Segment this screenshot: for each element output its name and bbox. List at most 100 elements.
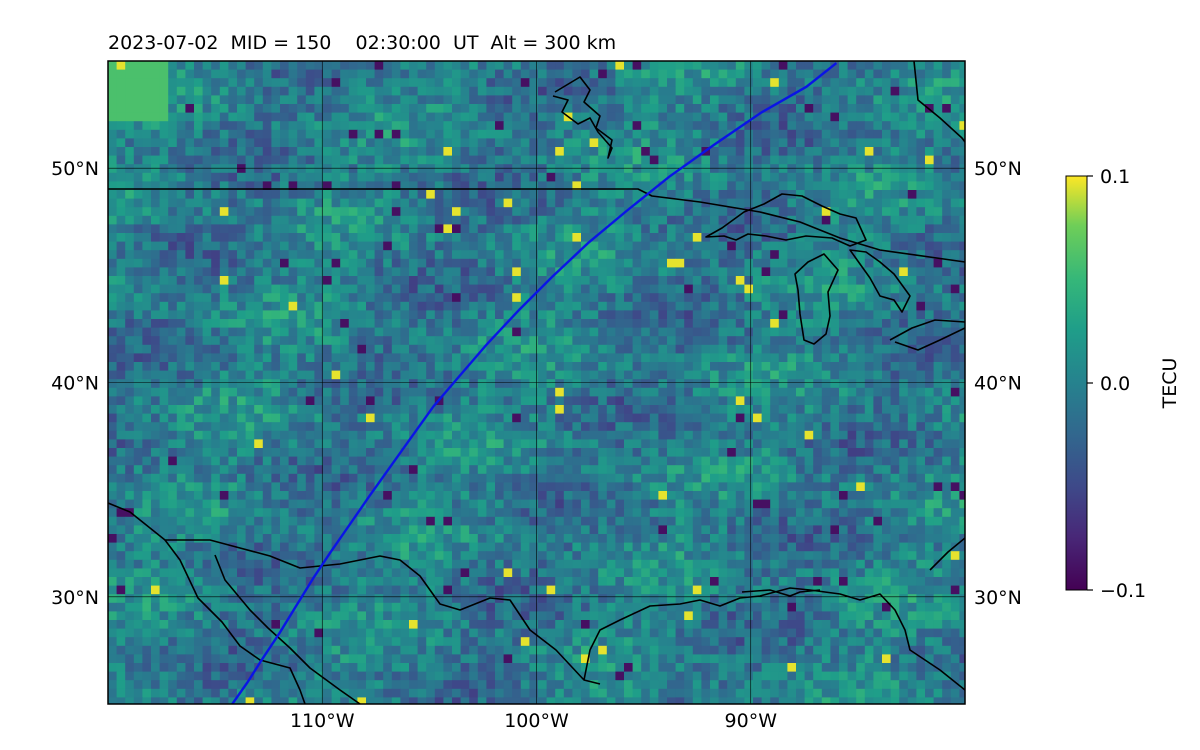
field-cell — [950, 353, 960, 363]
field-cell — [486, 387, 496, 397]
field-cell — [589, 448, 599, 457]
field-cell — [572, 215, 582, 225]
field-cell — [787, 422, 797, 432]
field-cell — [219, 250, 229, 260]
field-cell — [159, 224, 169, 234]
field-cell — [572, 448, 582, 457]
field-cell — [787, 121, 797, 131]
field-cell — [856, 362, 866, 371]
field-cell — [486, 207, 496, 217]
field-cell — [391, 301, 401, 311]
field-cell — [237, 155, 246, 165]
field-cell — [202, 147, 212, 156]
field-cell — [787, 147, 797, 156]
field-cell — [288, 95, 298, 105]
field-cell — [701, 172, 711, 182]
field-cell — [701, 396, 711, 406]
field-cell — [245, 147, 255, 156]
field-cell — [796, 95, 805, 105]
field-cell — [658, 241, 668, 251]
field-cell — [133, 422, 143, 432]
field-cell — [624, 362, 633, 371]
field-cell — [133, 86, 143, 96]
field-cell — [108, 353, 117, 363]
field-cell — [288, 362, 298, 371]
field-cell — [503, 198, 513, 208]
field-cell — [374, 172, 384, 182]
field-cell — [675, 138, 685, 148]
field-cell — [796, 250, 805, 260]
field-cell — [348, 267, 358, 277]
field-cell — [477, 155, 487, 165]
field-cell — [469, 258, 479, 268]
field-cell — [830, 379, 840, 389]
field-cell — [899, 129, 909, 139]
field-cell — [280, 224, 289, 234]
field-cell — [194, 482, 203, 492]
field-cell — [538, 164, 547, 174]
field-cell — [753, 473, 762, 483]
field-cell — [830, 353, 840, 363]
field-cell — [185, 250, 195, 260]
field-cell — [219, 198, 229, 208]
field-cell — [503, 172, 513, 182]
field-cell — [658, 224, 668, 234]
field-cell — [168, 155, 178, 165]
field-cell — [538, 215, 547, 225]
field-cell — [761, 181, 771, 191]
field-cell — [581, 198, 590, 208]
field-cell — [692, 319, 702, 328]
field-cell — [486, 353, 496, 363]
field-cell — [460, 396, 470, 406]
field-cell — [400, 95, 410, 105]
field-cell — [520, 267, 530, 277]
field-cell — [159, 215, 169, 225]
field-cell — [348, 336, 358, 346]
field-cell — [348, 456, 358, 466]
field-cell — [228, 198, 238, 208]
field-cell — [529, 164, 539, 174]
field-cell — [340, 138, 350, 148]
field-cell — [331, 104, 341, 113]
field-cell — [744, 370, 754, 380]
field-cell — [701, 482, 711, 492]
field-cell — [409, 61, 418, 70]
field-cell — [142, 387, 152, 397]
field-cell — [159, 379, 169, 389]
field-cell — [864, 78, 874, 88]
field-cell — [477, 353, 487, 363]
field-cell — [624, 61, 633, 70]
field-cell — [443, 430, 453, 440]
field-cell — [323, 310, 332, 320]
field-cell — [882, 250, 891, 260]
field-cell — [228, 293, 238, 303]
field-cell — [176, 233, 186, 242]
field-cell — [185, 276, 195, 285]
field-cell — [950, 172, 960, 182]
field-cell — [692, 215, 702, 225]
field-cell — [847, 344, 857, 354]
field-cell — [452, 69, 461, 79]
field-cell — [331, 370, 341, 380]
field-cell — [366, 164, 375, 174]
field-cell — [348, 233, 358, 242]
field-cell — [142, 198, 152, 208]
field-cell — [581, 181, 590, 191]
field-cell — [589, 362, 599, 371]
field-cell — [495, 319, 504, 328]
field-cell — [882, 336, 891, 346]
field-cell — [237, 336, 246, 346]
field-cell — [856, 344, 866, 354]
field-cell — [942, 104, 952, 113]
field-cell — [761, 284, 771, 294]
field-cell — [581, 465, 590, 475]
field-cell — [366, 95, 375, 105]
field-cell — [142, 413, 152, 423]
field-cell — [116, 121, 126, 131]
field-cell — [185, 448, 195, 457]
field-cell — [589, 129, 599, 139]
field-cell — [710, 95, 719, 105]
field-cell — [391, 405, 401, 414]
field-cell — [477, 224, 487, 234]
field-cell — [288, 448, 298, 457]
